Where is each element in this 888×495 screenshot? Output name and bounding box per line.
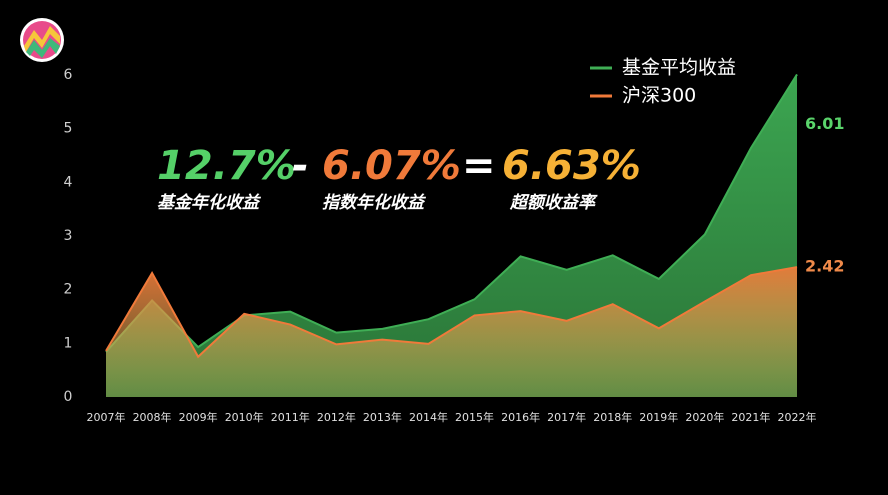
- x-tick-label: 2008年: [133, 410, 172, 424]
- operator: -: [292, 143, 309, 189]
- x-tick-label: 2007年: [87, 410, 126, 424]
- x-tick-label: 2011年: [271, 410, 310, 424]
- x-tick-label: 2021年: [731, 410, 770, 424]
- line: [105, 266, 798, 359]
- x-tick-label: 2012年: [317, 410, 356, 424]
- x-tick-label: 2018年: [593, 410, 632, 424]
- y-tick-label: 4: [64, 174, 73, 190]
- x-tick-label: 2020年: [685, 410, 724, 424]
- y-tick-label: 2: [64, 282, 73, 298]
- legend-label: 沪深300: [622, 85, 696, 107]
- x-tick-label: 2009年: [179, 410, 218, 424]
- y-tick-label: 6: [64, 67, 73, 83]
- y-tick-label: 1: [64, 335, 73, 351]
- x-tick-label: 2014年: [409, 410, 448, 424]
- x-tick-label: 2015年: [455, 410, 494, 424]
- y-tick-label: 5: [64, 121, 73, 137]
- formula-value: 6.63%: [502, 143, 641, 189]
- formula-caption: 超额收益率: [509, 193, 598, 213]
- formula-caption: 指数年化收益: [322, 193, 427, 213]
- area: [106, 267, 797, 397]
- x-tick-label: 2016年: [501, 410, 540, 424]
- value-label: 6.01: [805, 114, 844, 133]
- x-tick-label: 2017年: [547, 410, 586, 424]
- operator: =: [462, 143, 496, 189]
- x-tick-label: 2010年: [225, 410, 264, 424]
- logo: [20, 18, 64, 62]
- x-tick-label: 2019年: [639, 410, 678, 424]
- line: [105, 73, 798, 353]
- formula-value: 6.07%: [322, 143, 461, 189]
- value-label: 2.42: [805, 257, 844, 276]
- y-tick-label: 3: [64, 228, 73, 244]
- x-tick-label: 2013年: [363, 410, 402, 424]
- formula-value: 12.7%: [157, 143, 296, 189]
- y-tick-label: 0: [64, 389, 73, 405]
- formula-caption: 基金年化收益: [157, 193, 262, 213]
- legend-label: 基金平均收益: [622, 57, 736, 79]
- x-tick-label: 2022年: [778, 410, 817, 424]
